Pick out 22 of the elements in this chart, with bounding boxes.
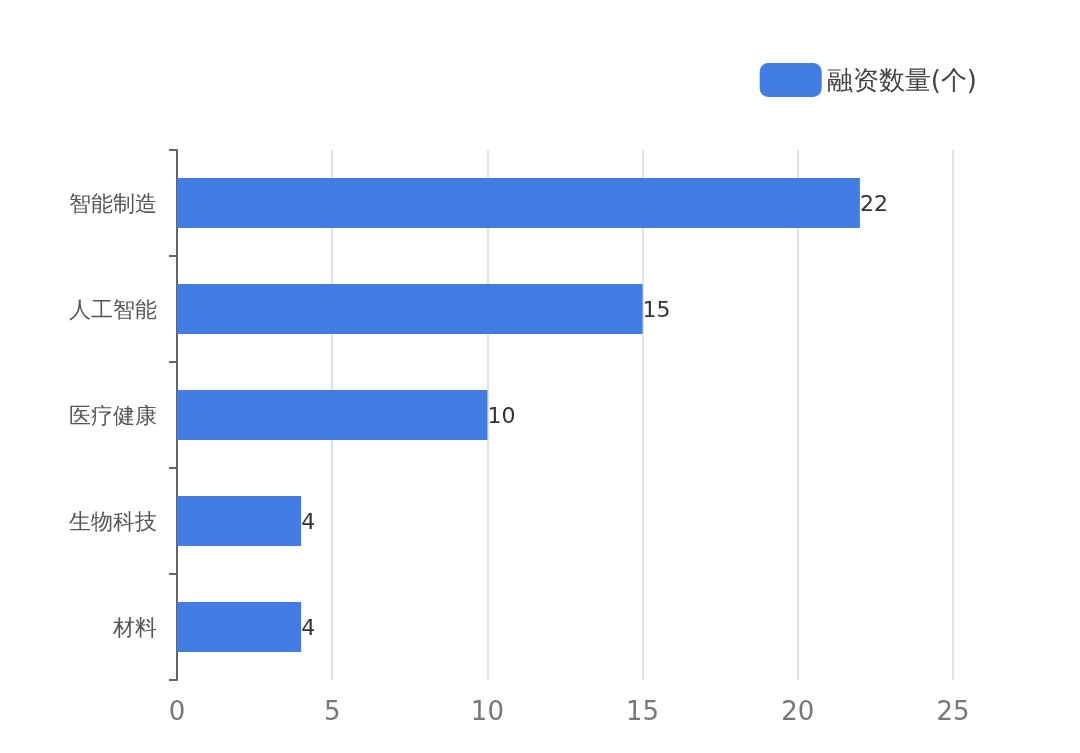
y-tick-label: 智能制造 bbox=[69, 190, 157, 216]
x-tick-label: 15 bbox=[626, 696, 660, 726]
y-tick-label: 材料 bbox=[112, 614, 157, 640]
data-label: 4 bbox=[301, 508, 316, 534]
y-tick-label: 医疗健康 bbox=[69, 402, 157, 428]
legend-label: 融资数量(个) bbox=[826, 65, 978, 95]
x-tick-label: 10 bbox=[470, 696, 504, 726]
bar bbox=[177, 602, 302, 652]
bar bbox=[177, 390, 488, 440]
x-tick-label: 20 bbox=[781, 696, 815, 726]
data-label: 4 bbox=[301, 614, 316, 640]
data-label: 22 bbox=[859, 190, 888, 216]
data-label: 15 bbox=[642, 296, 671, 322]
bar bbox=[177, 284, 643, 334]
x-tick-label: 25 bbox=[936, 696, 970, 726]
data-label: 10 bbox=[487, 402, 516, 428]
bar bbox=[177, 178, 860, 228]
x-tick-label: 5 bbox=[323, 696, 341, 726]
y-tick-label: 人工智能 bbox=[69, 296, 157, 322]
y-tick-label: 生物科技 bbox=[69, 508, 157, 534]
bar bbox=[177, 496, 302, 546]
x-tick-label: 0 bbox=[168, 696, 186, 726]
